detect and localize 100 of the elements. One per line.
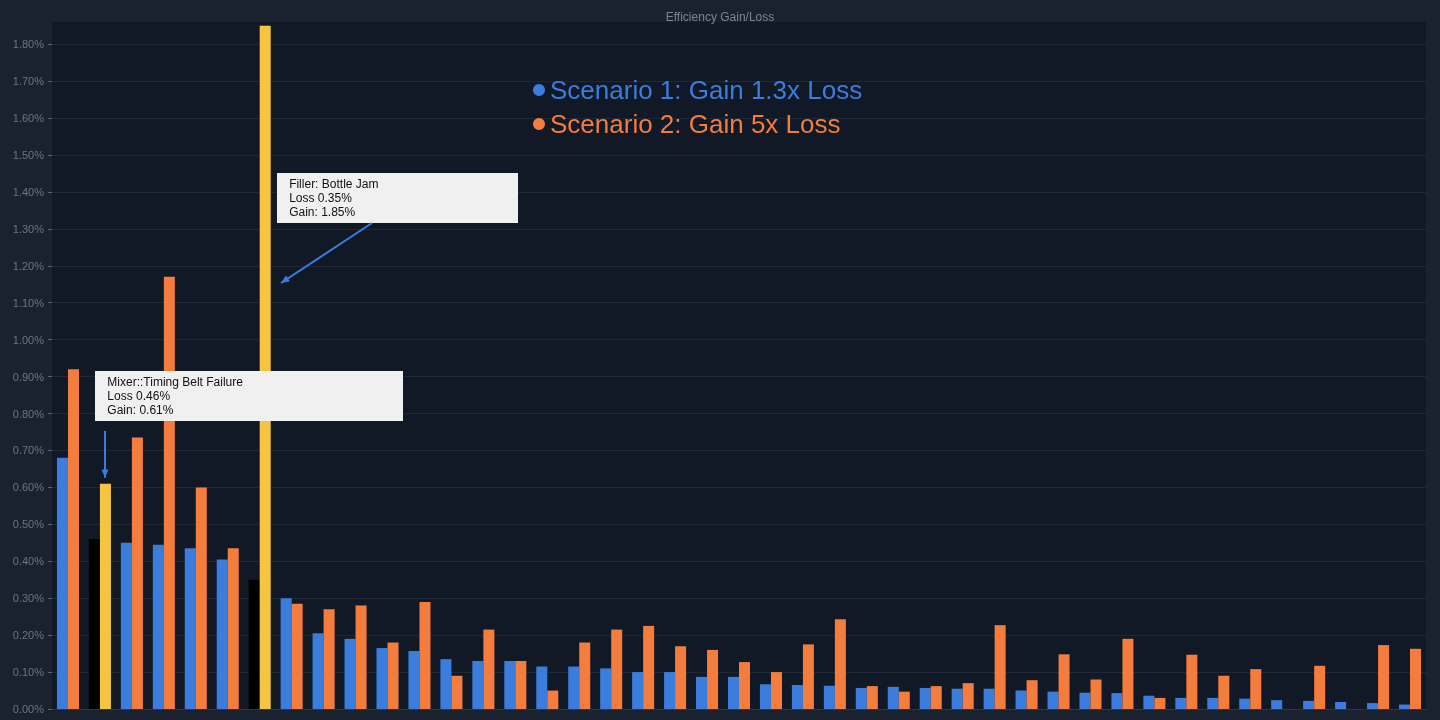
bar bbox=[791, 684, 803, 709]
bar bbox=[280, 598, 292, 709]
bar bbox=[131, 437, 143, 709]
bar bbox=[1271, 700, 1283, 709]
bar bbox=[930, 686, 942, 709]
bar bbox=[323, 609, 335, 709]
bar bbox=[696, 676, 708, 709]
bar bbox=[898, 691, 910, 709]
y-tick-label: 1.40% bbox=[12, 185, 45, 198]
bar bbox=[291, 603, 303, 709]
callout-box: Mixer::Timing Belt Failure Loss 0.46% Gain: 0.61% bbox=[95, 371, 404, 421]
bar bbox=[1399, 704, 1411, 709]
bar bbox=[504, 660, 516, 709]
bar bbox=[387, 642, 399, 709]
bar bbox=[707, 649, 719, 709]
bar bbox=[195, 487, 207, 709]
bar bbox=[440, 659, 452, 709]
y-tick-label: 0.00% bbox=[12, 703, 45, 715]
chart-title: Efficiency Gain/Loss bbox=[665, 10, 775, 24]
bar bbox=[216, 559, 228, 709]
bar bbox=[675, 646, 687, 709]
bar bbox=[536, 666, 548, 709]
bar bbox=[1015, 690, 1027, 709]
bar bbox=[951, 688, 963, 709]
bar bbox=[759, 684, 771, 709]
bar bbox=[1122, 638, 1134, 709]
y-tick-label: 1.30% bbox=[12, 222, 45, 235]
bar bbox=[472, 660, 484, 709]
bar bbox=[376, 648, 388, 709]
bar bbox=[451, 675, 463, 709]
bar bbox=[88, 539, 100, 709]
bar bbox=[994, 625, 1006, 709]
bar bbox=[887, 686, 899, 709]
bar bbox=[632, 672, 644, 709]
y-tick-label: 0.70% bbox=[12, 444, 45, 457]
y-tick-label: 1.80% bbox=[12, 38, 45, 51]
legend-label: Scenario 2: Gain 5x Loss bbox=[550, 109, 841, 139]
bar bbox=[419, 601, 431, 709]
bar bbox=[67, 369, 79, 709]
bar bbox=[611, 629, 623, 709]
bar bbox=[1058, 654, 1070, 709]
legend-label: Scenario 1: Gain 1.3x Loss bbox=[550, 75, 863, 105]
bar bbox=[579, 642, 591, 709]
bar bbox=[120, 542, 132, 709]
bar bbox=[568, 666, 580, 709]
bar bbox=[248, 579, 260, 709]
bar bbox=[739, 662, 751, 709]
bar bbox=[1303, 700, 1315, 709]
bar bbox=[1335, 701, 1347, 709]
bar bbox=[1026, 680, 1038, 709]
bar bbox=[727, 676, 739, 709]
bar bbox=[802, 644, 814, 709]
y-tick-label: 0.80% bbox=[12, 407, 45, 420]
bar bbox=[152, 544, 164, 709]
bar bbox=[547, 690, 559, 709]
callout-box: Filler: Bottle Jam Loss 0.35% Gain: 1.85% bbox=[277, 173, 519, 223]
y-tick-label: 0.50% bbox=[12, 518, 45, 531]
bar bbox=[515, 660, 527, 709]
bar bbox=[643, 625, 655, 709]
bar bbox=[1175, 697, 1187, 709]
bar bbox=[1047, 691, 1059, 709]
bar bbox=[855, 687, 867, 709]
bar bbox=[1207, 697, 1219, 709]
y-tick-label: 1.10% bbox=[12, 296, 45, 309]
y-tick-label: 1.00% bbox=[12, 333, 45, 346]
bar bbox=[483, 629, 495, 709]
bar bbox=[600, 668, 612, 709]
bar bbox=[355, 605, 367, 709]
bar bbox=[56, 457, 68, 709]
bar bbox=[1090, 679, 1102, 709]
y-tick-label: 0.40% bbox=[12, 555, 45, 568]
bar bbox=[312, 633, 324, 709]
bar bbox=[834, 619, 846, 709]
bar bbox=[1154, 697, 1166, 709]
bar bbox=[1314, 665, 1326, 709]
y-tick-label: 0.30% bbox=[12, 592, 45, 605]
bar bbox=[344, 638, 356, 709]
bar bbox=[1079, 692, 1091, 709]
bar bbox=[1250, 669, 1262, 709]
bar bbox=[823, 685, 835, 709]
y-tick-label: 1.20% bbox=[12, 259, 45, 272]
y-tick-label: 1.70% bbox=[12, 75, 45, 88]
y-tick-label: 0.10% bbox=[12, 666, 45, 679]
bar bbox=[962, 683, 974, 709]
bar bbox=[99, 483, 111, 709]
bar bbox=[1367, 703, 1379, 709]
bar bbox=[227, 548, 239, 709]
bar bbox=[259, 25, 271, 709]
bar bbox=[184, 548, 196, 709]
bar bbox=[866, 686, 878, 709]
bar bbox=[1239, 698, 1251, 709]
y-tick-label: 0.90% bbox=[12, 370, 45, 383]
bar bbox=[1111, 693, 1123, 709]
bar bbox=[664, 672, 676, 709]
bar bbox=[408, 651, 420, 709]
bar bbox=[983, 688, 995, 709]
bar bbox=[1143, 695, 1155, 709]
y-tick-label: 0.20% bbox=[12, 629, 45, 642]
bar bbox=[1410, 648, 1422, 709]
bar bbox=[1378, 645, 1390, 709]
